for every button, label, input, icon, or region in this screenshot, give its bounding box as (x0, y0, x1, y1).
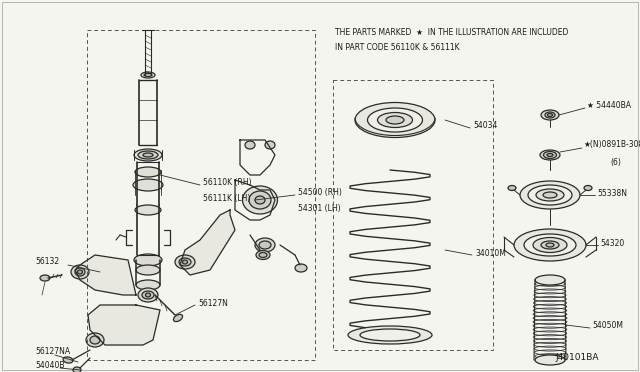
Ellipse shape (63, 357, 73, 363)
Ellipse shape (547, 113, 552, 116)
Text: IN PART CODE 56110K & 56111K: IN PART CODE 56110K & 56111K (335, 44, 460, 52)
Ellipse shape (135, 205, 161, 215)
Ellipse shape (173, 314, 182, 322)
Ellipse shape (142, 291, 154, 299)
Ellipse shape (179, 258, 191, 266)
Ellipse shape (141, 72, 155, 78)
Text: 55338N: 55338N (597, 189, 627, 198)
Text: (6): (6) (610, 157, 621, 167)
Ellipse shape (541, 241, 559, 249)
Ellipse shape (71, 265, 89, 279)
Text: 54034: 54034 (473, 122, 497, 131)
Text: 54040B: 54040B (35, 362, 65, 371)
Ellipse shape (134, 254, 162, 266)
Ellipse shape (535, 355, 565, 365)
Ellipse shape (90, 336, 100, 344)
Ellipse shape (533, 237, 567, 253)
Ellipse shape (77, 270, 83, 274)
Ellipse shape (138, 151, 158, 159)
Text: 34010M: 34010M (475, 248, 506, 257)
Ellipse shape (255, 238, 275, 252)
Text: 56111K (LH): 56111K (LH) (203, 193, 250, 202)
Text: 56110K (RH): 56110K (RH) (203, 179, 252, 187)
Ellipse shape (378, 112, 413, 128)
Ellipse shape (259, 241, 271, 249)
Ellipse shape (547, 154, 553, 157)
Ellipse shape (348, 326, 432, 344)
Text: 54320: 54320 (600, 238, 624, 247)
Text: ★ 54440BA: ★ 54440BA (587, 100, 631, 109)
Polygon shape (75, 255, 136, 295)
Ellipse shape (540, 150, 560, 160)
Ellipse shape (520, 181, 580, 209)
Ellipse shape (182, 260, 188, 264)
Ellipse shape (255, 196, 265, 204)
Ellipse shape (524, 234, 576, 256)
Ellipse shape (175, 255, 195, 269)
Text: 54050M: 54050M (592, 321, 623, 330)
Ellipse shape (144, 74, 152, 77)
Ellipse shape (86, 333, 104, 347)
Ellipse shape (134, 149, 162, 161)
Ellipse shape (508, 186, 516, 190)
Ellipse shape (545, 112, 555, 118)
Ellipse shape (386, 116, 404, 124)
Ellipse shape (355, 103, 435, 138)
Ellipse shape (75, 268, 85, 276)
Ellipse shape (367, 108, 422, 132)
Ellipse shape (514, 229, 586, 261)
Ellipse shape (546, 243, 554, 247)
Text: 56132: 56132 (35, 257, 59, 266)
Ellipse shape (541, 110, 559, 120)
Ellipse shape (145, 293, 150, 297)
Ellipse shape (143, 153, 153, 157)
Text: J40101BA: J40101BA (555, 353, 598, 362)
Ellipse shape (40, 275, 50, 281)
Ellipse shape (256, 250, 270, 260)
Text: 56127NA: 56127NA (35, 347, 70, 356)
Text: 54301 (LH): 54301 (LH) (298, 203, 340, 212)
Polygon shape (180, 210, 235, 275)
Ellipse shape (584, 186, 592, 190)
Ellipse shape (259, 253, 267, 257)
Ellipse shape (543, 192, 557, 198)
Ellipse shape (135, 167, 161, 177)
Ellipse shape (543, 151, 557, 158)
Ellipse shape (265, 141, 275, 149)
Text: 54500 (RH): 54500 (RH) (298, 189, 342, 198)
Ellipse shape (245, 141, 255, 149)
Ellipse shape (535, 275, 565, 285)
Ellipse shape (243, 186, 278, 214)
Text: THE PARTS MARKED  ★  IN THE ILLUSTRATION ARE INCLUDED: THE PARTS MARKED ★ IN THE ILLUSTRATION A… (335, 28, 568, 36)
Ellipse shape (249, 191, 271, 209)
Text: ★(N)0891B-3082A: ★(N)0891B-3082A (584, 141, 640, 150)
Ellipse shape (73, 367, 81, 372)
Ellipse shape (133, 179, 163, 191)
Ellipse shape (536, 189, 564, 201)
Ellipse shape (138, 288, 158, 302)
Ellipse shape (360, 329, 420, 341)
Ellipse shape (295, 264, 307, 272)
Ellipse shape (528, 185, 572, 205)
Ellipse shape (136, 265, 160, 275)
Text: 56127N: 56127N (198, 298, 228, 308)
Polygon shape (88, 305, 160, 345)
Ellipse shape (136, 280, 160, 290)
